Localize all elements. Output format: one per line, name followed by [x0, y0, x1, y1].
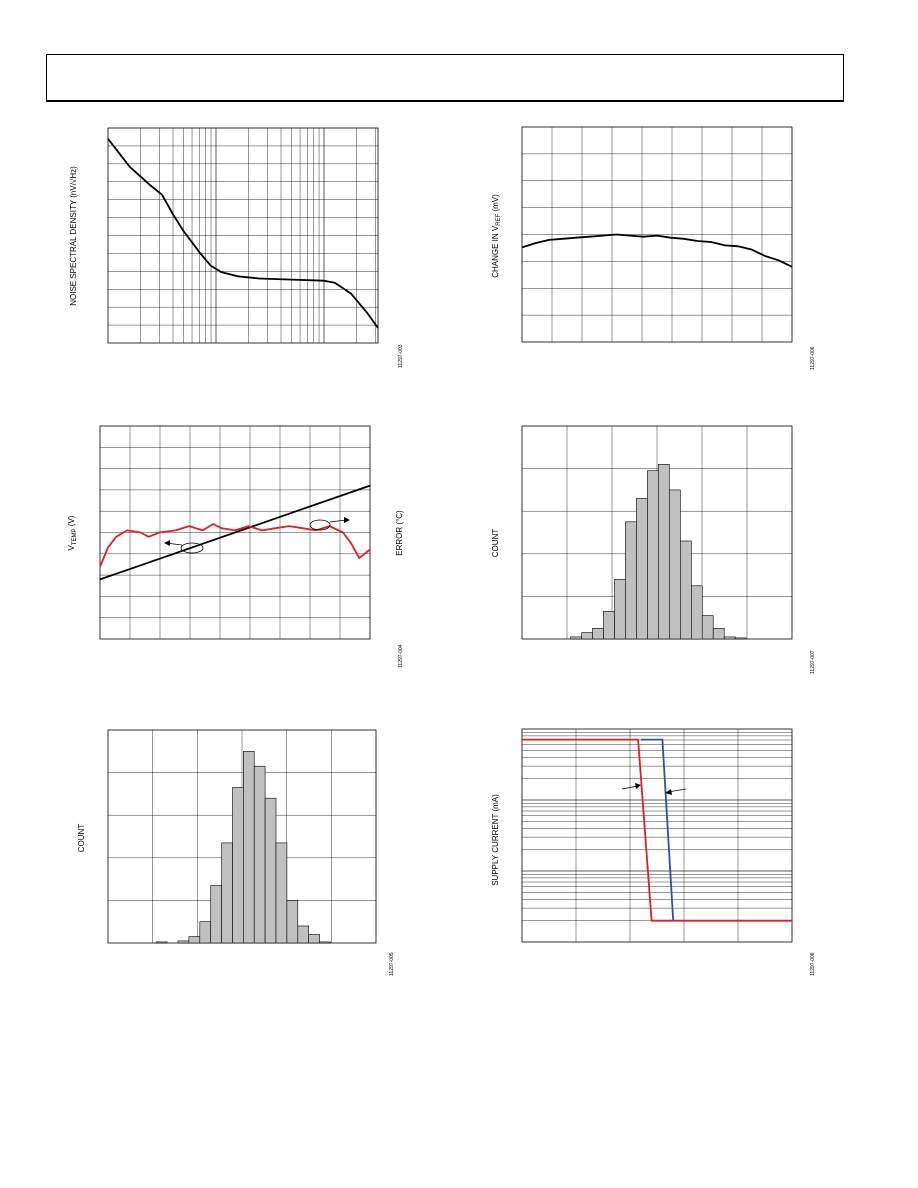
- series-line-0: [522, 738, 792, 922]
- histogram-bar: [734, 637, 747, 640]
- series: [155, 750, 331, 944]
- histogram-bar: [701, 615, 714, 640]
- histogram-bar: [199, 921, 212, 944]
- grid: [108, 128, 378, 343]
- series: [107, 138, 379, 329]
- red-arrowhead: [635, 783, 641, 789]
- count-histogram-right: COUNT 11297-007: [491, 425, 816, 674]
- histogram-bar: [570, 636, 582, 640]
- count-histogram-left: COUNT 11297-005: [77, 729, 395, 976]
- series: [570, 463, 747, 640]
- series-line-0: [99, 484, 371, 581]
- series-line-0: [521, 233, 793, 268]
- histogram-bar: [264, 797, 277, 944]
- series-line-0: [107, 138, 379, 329]
- y-axis-label: NOISE SPECTRAL DENSITY (nV/√Hz): [69, 166, 78, 306]
- vref-change-chart: CHANGE IN VREF (mV) 11297-006: [491, 126, 816, 370]
- series-line-1: [640, 738, 675, 921]
- series: [521, 233, 793, 268]
- red-series-arrow: [621, 785, 639, 790]
- histogram-bar: [691, 585, 703, 640]
- figure-id: 11297-005: [389, 952, 395, 976]
- noise-density-chart: NOISE SPECTRAL DENSITY (nV/√Hz) 11297-00…: [69, 127, 404, 368]
- histogram-bar: [723, 636, 736, 640]
- figure-id: 11297-006: [810, 346, 816, 370]
- histogram-bar: [275, 842, 288, 944]
- figure-id: 11297-007: [810, 650, 816, 674]
- series: [522, 738, 792, 922]
- histogram-bar: [592, 628, 604, 640]
- y-axis-label: COUNT: [77, 824, 86, 853]
- histogram-bar: [712, 628, 725, 640]
- histogram-bar: [155, 941, 168, 944]
- histogram-bar: [319, 941, 331, 944]
- grid: [522, 729, 792, 942]
- vtemp-error-chart: VTEMP (V) ERROR (°C) 11297-004: [67, 425, 404, 668]
- histogram-bar: [669, 489, 681, 640]
- series-markers: [164, 517, 350, 554]
- histogram-bar: [658, 463, 670, 640]
- histogram-bar: [603, 611, 615, 640]
- figure-id: 11297-004: [398, 644, 404, 668]
- y-axis-label: SUPPLY CURRENT (mA): [491, 794, 500, 886]
- histogram-bar: [177, 940, 190, 944]
- histogram-bar: [243, 750, 255, 944]
- histogram-bar: [625, 521, 637, 640]
- y2-axis-label: ERROR (°C): [395, 510, 404, 556]
- histogram-bar: [680, 540, 692, 640]
- series-line-1: [99, 523, 371, 567]
- left-arrowhead: [164, 540, 170, 546]
- right-arrowhead: [344, 517, 350, 523]
- left-axis-marker: [180, 542, 204, 554]
- grid: [100, 426, 370, 639]
- histogram-bar: [581, 632, 593, 640]
- histogram-bar: [232, 787, 244, 944]
- histogram-bar: [636, 498, 648, 640]
- y-axis-label: COUNT: [491, 529, 500, 558]
- histogram-bar: [210, 885, 222, 944]
- blue-arrowhead: [665, 789, 672, 795]
- right-axis-arrow: [329, 519, 347, 523]
- histogram-bar: [647, 470, 659, 640]
- grid: [522, 127, 792, 342]
- series: [99, 484, 371, 581]
- figure-id: 11297-008: [810, 952, 816, 976]
- series-markers: [621, 783, 687, 795]
- figure-id: 11297-003: [398, 344, 404, 368]
- histogram-bar: [188, 936, 201, 944]
- histogram-bar: [297, 925, 310, 944]
- histogram-bar: [253, 765, 266, 944]
- y-axis-label: CHANGE IN VREF (mV): [491, 194, 502, 278]
- histogram-bar: [308, 934, 320, 944]
- supply-current-chart: SUPPLY CURRENT (mA) 11297-008: [491, 728, 816, 976]
- right-axis-marker: [309, 519, 331, 531]
- histogram-bar: [614, 579, 626, 640]
- page-header-box: [46, 54, 844, 102]
- plot-frame: [521, 728, 793, 943]
- y-axis-label: VTEMP (V): [67, 515, 78, 550]
- histogram-bar: [221, 842, 233, 944]
- histogram-bar: [286, 900, 299, 944]
